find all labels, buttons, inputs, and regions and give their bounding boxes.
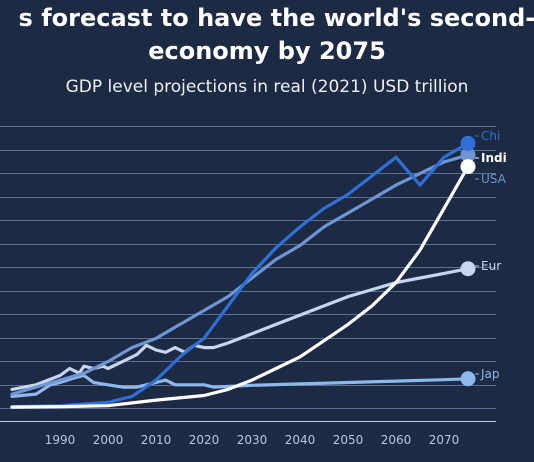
end-marker-usa — [460, 147, 476, 163]
end-marker-india — [460, 159, 476, 175]
x-tick-label: 1990 — [45, 433, 76, 447]
chart-title-line1: s forecast to have the world's second-l — [18, 4, 534, 32]
x-tick-label: 2010 — [141, 433, 172, 447]
series-label-usa: USA — [481, 172, 507, 186]
end-marker-china — [460, 135, 476, 151]
x-tick-label: 2070 — [429, 433, 460, 447]
series-line-india — [10, 165, 470, 409]
end-marker-euro-area — [460, 261, 476, 277]
series-label-india: Indi — [481, 151, 507, 165]
series-label-china: Chi — [481, 129, 500, 143]
x-tick-label: 2030 — [237, 433, 268, 447]
x-tick-label: 2020 — [189, 433, 220, 447]
series-label-euro-area: Eur — [481, 259, 501, 273]
x-tick-label: 2050 — [333, 433, 364, 447]
x-tick-label: 2040 — [285, 433, 316, 447]
series-line-china — [10, 141, 470, 409]
end-marker-japan — [460, 371, 476, 387]
x-tick-label: 2000 — [93, 433, 124, 447]
series-line-usa — [10, 153, 470, 396]
series-line-euro-area — [10, 267, 470, 391]
chart-title: s forecast to have the world's second-l … — [0, 2, 534, 68]
series-line-japan — [10, 373, 470, 398]
x-tick-label: 2060 — [381, 433, 412, 447]
chart-subtitle: GDP level projections in real (2021) USD… — [65, 77, 469, 97]
chart-title-line2: economy by 2075 — [148, 37, 386, 65]
series-label-japan: Jap — [480, 367, 500, 381]
